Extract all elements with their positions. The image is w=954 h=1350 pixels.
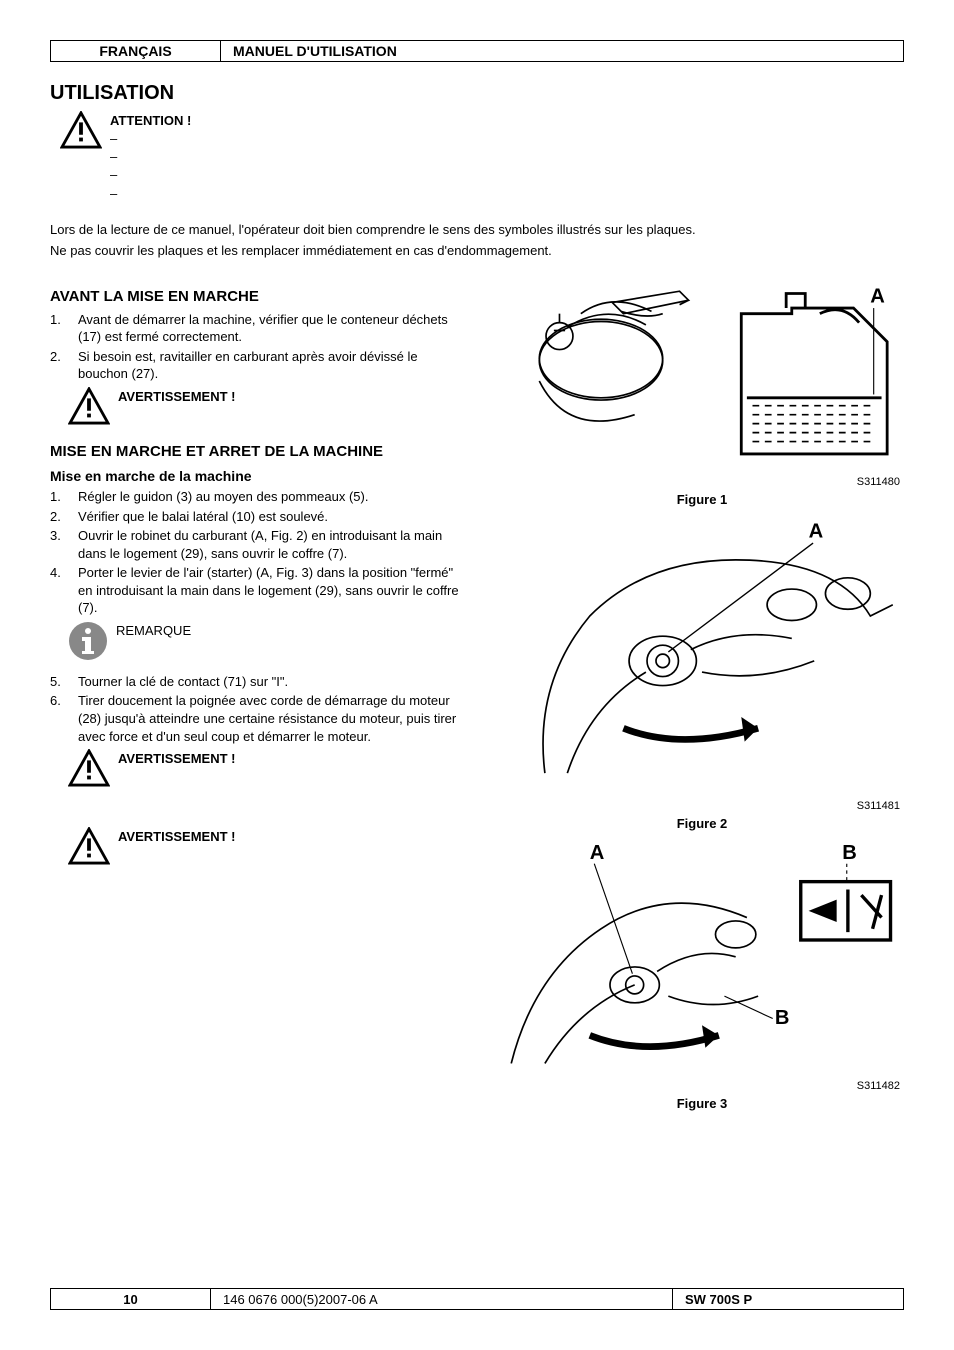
avertissement-callout-1: AVERTISSEMENT ! bbox=[68, 387, 470, 425]
list-num: 2. bbox=[50, 508, 66, 526]
avertissement-label: AVERTISSEMENT ! bbox=[118, 389, 236, 404]
top-header: FRANÇAIS MANUEL D'UTILISATION bbox=[50, 40, 904, 62]
list-text: Tourner la clé de contact (71) sur "I". bbox=[78, 673, 288, 691]
figure-1-caption: Figure 1 bbox=[500, 492, 904, 507]
attention-dashes: – – – – bbox=[110, 130, 191, 203]
list-item: 2. Vérifier que le balai latéral (10) est… bbox=[50, 508, 470, 526]
list-text: Vérifier que le balai latéral (10) est s… bbox=[78, 508, 328, 526]
list-text: Porter le levier de l'air (starter) (A, … bbox=[78, 564, 470, 617]
figure-3-label-b-lower: B bbox=[775, 1007, 790, 1029]
avertissement-callout-2: AVERTISSEMENT ! bbox=[68, 749, 470, 787]
dash: – bbox=[110, 148, 191, 166]
list-item: 2. Si besoin est, ravitailler en carburan… bbox=[50, 348, 470, 383]
footer-doc: 146 0676 000(5)2007-06 A bbox=[211, 1289, 673, 1309]
list-item: 6.Tirer doucement la poignée avec corde … bbox=[50, 692, 470, 745]
avant-title: AVANT LA MISE EN MARCHE bbox=[50, 288, 470, 305]
figure-3-label-a: A bbox=[590, 842, 605, 864]
bottom-footer: 10 146 0676 000(5)2007-06 A SW 700S P bbox=[50, 1288, 904, 1310]
remarque-callout: REMARQUE bbox=[68, 621, 470, 661]
figure-3-code: S311482 bbox=[500, 1080, 904, 1092]
list-item: 4.Porter le levier de l'air (starter) (A… bbox=[50, 564, 470, 617]
remarque-label: REMARQUE bbox=[116, 623, 191, 638]
figure-3-illustration: A B B bbox=[500, 839, 904, 1075]
list-item: 1. Avant de démarrer la machine, vérifier… bbox=[50, 311, 470, 346]
figure-2-caption: Figure 2 bbox=[500, 816, 904, 831]
list-text: Tirer doucement la poignée avec corde de… bbox=[78, 692, 470, 745]
figure-3-caption: Figure 3 bbox=[500, 1096, 904, 1111]
figure-1-illustration: A bbox=[500, 280, 904, 471]
warning-triangle-icon bbox=[68, 387, 110, 425]
figure-3-label-b-top: B bbox=[842, 842, 857, 864]
list-num: 1. bbox=[50, 488, 66, 506]
figure-1: A S311480 Figure 1 bbox=[500, 280, 904, 507]
list-num: 3. bbox=[50, 527, 66, 562]
list-item: 3. Ouvrir le robinet du carburant (A, Fig… bbox=[50, 527, 470, 562]
header-manual: MANUEL D'UTILISATION bbox=[221, 41, 903, 61]
figure-2-illustration: A bbox=[500, 515, 904, 796]
intro-paragraph-2: Ne pas couvrir les plaques et les rempla… bbox=[50, 242, 904, 260]
attention-label: ATTENTION ! bbox=[110, 113, 191, 128]
figure-1-label-a: A bbox=[870, 285, 885, 307]
dash: – bbox=[110, 130, 191, 148]
warning-triangle-icon bbox=[60, 111, 102, 149]
figure-2-code: S311481 bbox=[500, 800, 904, 812]
avertissement-callout-3: AVERTISSEMENT ! bbox=[68, 827, 470, 865]
footer-model: SW 700S P bbox=[673, 1289, 903, 1309]
list-num: 1. bbox=[50, 311, 66, 346]
dash: – bbox=[110, 185, 191, 203]
footer-page: 10 bbox=[51, 1289, 211, 1309]
list-num: 4. bbox=[50, 564, 66, 617]
list-text: Régler le guidon (3) au moyen des pommea… bbox=[78, 488, 368, 506]
intro-paragraph-1: Lors de la lecture de ce manuel, l'opéra… bbox=[50, 221, 904, 239]
warning-triangle-icon bbox=[68, 827, 110, 865]
list-num: 6. bbox=[50, 692, 66, 745]
figure-2: A S311481 Figure 2 bbox=[500, 515, 904, 832]
list-item: 1. Régler le guidon (3) au moyen des pomm… bbox=[50, 488, 470, 506]
section-title: UTILISATION bbox=[50, 82, 904, 105]
avertissement-label: AVERTISSEMENT ! bbox=[118, 751, 236, 766]
warning-triangle-icon bbox=[68, 749, 110, 787]
figure-3: A B B S311482 Figure 3 bbox=[500, 839, 904, 1111]
attention-callout: ATTENTION ! – – – – bbox=[60, 111, 904, 203]
list-num: 5. bbox=[50, 673, 66, 691]
avant-list: 1. Avant de démarrer la machine, vérifier… bbox=[50, 311, 470, 383]
list-item: 5. Tourner la clé de contact (71) sur "I"… bbox=[50, 673, 470, 691]
mise-list-2: 5. Tourner la clé de contact (71) sur "I"… bbox=[50, 673, 470, 745]
list-num: 2. bbox=[50, 348, 66, 383]
mise-subtitle: Mise en marche de la machine bbox=[50, 468, 470, 484]
list-text: Si besoin est, ravitailler en carburant … bbox=[78, 348, 470, 383]
list-text: Ouvrir le robinet du carburant (A, Fig. … bbox=[78, 527, 470, 562]
header-language: FRANÇAIS bbox=[51, 41, 221, 61]
avertissement-label: AVERTISSEMENT ! bbox=[118, 829, 236, 844]
info-circle-icon bbox=[68, 621, 108, 661]
list-text: Avant de démarrer la machine, vérifier q… bbox=[78, 311, 470, 346]
figure-1-code: S311480 bbox=[500, 476, 904, 488]
dash: – bbox=[110, 166, 191, 184]
mise-title: MISE EN MARCHE ET ARRET DE LA MACHINE bbox=[50, 443, 470, 460]
figure-2-label-a: A bbox=[809, 520, 824, 542]
mise-list-1: 1. Régler le guidon (3) au moyen des pomm… bbox=[50, 488, 470, 617]
